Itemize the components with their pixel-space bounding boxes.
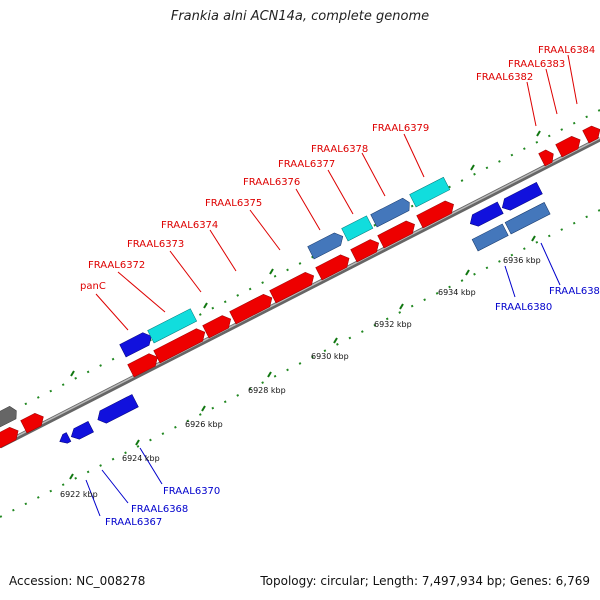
scale-label: 6924 kbp: [122, 454, 160, 463]
tick-lower: [267, 371, 272, 378]
upper-tick-track: [0, 109, 600, 418]
cds-steel[interactable]: [307, 230, 346, 260]
cds-reverse[interactable]: [69, 420, 94, 442]
cds-forward[interactable]: [582, 123, 600, 144]
cds-forward[interactable]: [269, 270, 317, 304]
gene-label: FRAAL6384: [538, 45, 595, 56]
tick-upper: [203, 302, 208, 309]
genome-info-text: Topology: circular; Length: 7,497,934 bp…: [260, 574, 590, 588]
cds-reverse[interactable]: [57, 432, 72, 446]
lower-gene-labels: FRAAL6367 FRAAL6368 FRAAL6370 FRAAL6380 …: [105, 286, 600, 528]
cds-gray[interactable]: [0, 405, 20, 428]
gene-label: FRAAL6370: [163, 486, 220, 497]
tick-upper: [470, 164, 475, 171]
cds-forward[interactable]: [202, 313, 234, 339]
cds-reverse-steel[interactable]: [471, 223, 509, 252]
accession-text: Accession: NC_008278: [9, 574, 146, 588]
gene-label: FRAAL6374: [161, 220, 218, 231]
cds-forward[interactable]: [127, 351, 161, 378]
tick-lower: [399, 303, 404, 310]
scale-label: 6930 kbp: [311, 352, 349, 361]
gene-label: FRAAL6380: [495, 302, 552, 313]
scale-label: 6922 kbp: [60, 490, 98, 499]
cds-forward[interactable]: [538, 148, 557, 167]
gene-label: FRAAL6381: [549, 286, 600, 297]
lower-tick-track: [0, 209, 600, 518]
cds-forward[interactable]: [153, 326, 208, 364]
scale-label: 6928 kbp: [248, 386, 286, 395]
tick-lower: [201, 405, 206, 412]
gene-label: FRAAL6373: [127, 239, 184, 250]
cds-cyan[interactable]: [147, 308, 198, 344]
gene-label: FRAAL6376: [243, 177, 300, 188]
upper-leader-lines: [95, 54, 578, 331]
scale-label: 6934 kbp: [438, 288, 476, 297]
cds-forward[interactable]: [416, 198, 457, 229]
cds-forward[interactable]: [0, 425, 21, 449]
tick-lower: [333, 337, 338, 344]
gene-label: FRAAL6377: [278, 159, 335, 170]
tick-upper: [70, 370, 75, 377]
tick-lower: [69, 473, 74, 480]
cds-reverse[interactable]: [499, 181, 543, 213]
cds-forward[interactable]: [350, 237, 382, 263]
cds-forward[interactable]: [20, 411, 47, 434]
scale-label: 6936 kbp: [503, 256, 541, 265]
tick-lower: [531, 235, 536, 242]
scale-label: 6926 kbp: [185, 420, 223, 429]
gene-label: FRAAL6368: [131, 504, 188, 515]
gene-label: FRAAL6378: [311, 144, 368, 155]
gene-label: FRAAL6367: [105, 517, 162, 528]
cds-reverse[interactable]: [467, 201, 504, 229]
cds-cyan[interactable]: [341, 215, 374, 242]
gene-label: FRAAL6375: [205, 198, 262, 209]
cds-forward[interactable]: [229, 291, 276, 325]
cds-reverse-steel[interactable]: [504, 202, 551, 235]
upper-gene-labels: panC FRAAL6372 FRAAL6373 FRAAL6374 FRAAL…: [80, 45, 595, 292]
cds-forward[interactable]: [555, 134, 584, 158]
tick-lower: [465, 269, 470, 276]
cds-forward[interactable]: [377, 218, 418, 249]
map-title: Frankia alni ACN14a, complete genome: [170, 9, 430, 24]
gene-label: FRAAL6382: [476, 72, 533, 83]
cds-blue[interactable]: [119, 330, 155, 358]
tick-lower: [135, 439, 140, 446]
genome-backbone: [0, 136, 600, 449]
gene-label: panC: [80, 281, 106, 292]
cds-reverse[interactable]: [95, 394, 139, 426]
scale-labels: 6922 kbp 6924 kbp 6926 kbp 6928 kbp 6930…: [60, 256, 541, 499]
gene-label: FRAAL6379: [372, 123, 429, 134]
tick-upper: [536, 130, 541, 137]
gene-label: FRAAL6372: [88, 260, 145, 271]
major-ticks: [69, 130, 541, 480]
cds-forward[interactable]: [315, 252, 353, 281]
scale-label: 6932 kbp: [374, 320, 412, 329]
tick-upper: [269, 268, 274, 275]
gene-track: [0, 123, 600, 449]
cds-steel[interactable]: [370, 196, 413, 228]
cds-cyan[interactable]: [409, 176, 451, 208]
gene-label: FRAAL6383: [508, 59, 565, 70]
lower-leader-lines: [85, 242, 561, 517]
